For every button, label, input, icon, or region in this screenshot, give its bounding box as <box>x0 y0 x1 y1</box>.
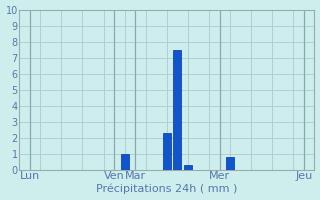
Bar <box>226 157 234 170</box>
Bar <box>163 133 171 170</box>
X-axis label: Précipitations 24h ( mm ): Précipitations 24h ( mm ) <box>96 184 237 194</box>
Bar <box>121 154 129 170</box>
Bar <box>173 50 181 170</box>
Bar <box>184 165 192 170</box>
